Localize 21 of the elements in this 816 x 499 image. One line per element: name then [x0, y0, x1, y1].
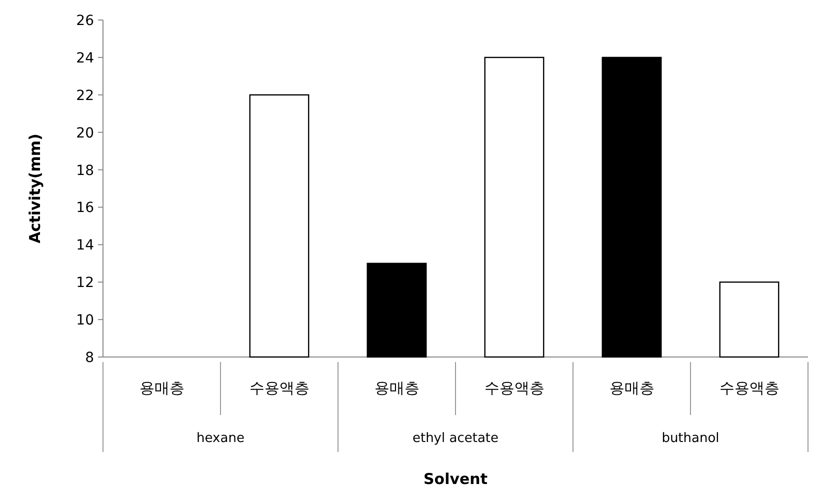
- x-tick-label: 수용액층: [249, 379, 310, 397]
- y-tick-label: 14: [76, 238, 94, 254]
- x-tick-label: 용매층: [609, 379, 654, 397]
- x-tick-label: 수용액층: [484, 379, 544, 397]
- y-tick-label: 18: [76, 162, 94, 179]
- x-axis-title: Solvent: [423, 470, 488, 488]
- y-tick-label: 24: [76, 50, 94, 66]
- y-tick-label: 8: [85, 350, 94, 366]
- text: ethyl acetate: [412, 431, 499, 446]
- y-tick-label: 16: [76, 200, 94, 216]
- y-tick-label: 22: [76, 88, 94, 104]
- x-tick-label: 용매층: [139, 379, 184, 397]
- text: hexane: [196, 431, 244, 446]
- y-tick-label: 20: [76, 125, 94, 142]
- text: buthanol: [662, 431, 720, 446]
- x-tick-label: 수용액층: [719, 379, 780, 397]
- y-tick-label: 10: [76, 312, 94, 329]
- y-axis-title: Activity(mm): [26, 134, 44, 244]
- x-tick-label: 용매층: [374, 379, 420, 397]
- y-tick-label: 12: [76, 275, 94, 292]
- y-tick-label: 26: [76, 13, 94, 29]
